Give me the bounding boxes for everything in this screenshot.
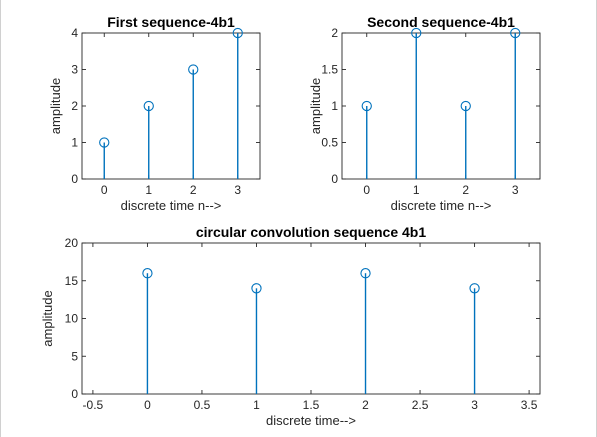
x-tick-label: -0.5: [83, 398, 104, 412]
y-tick-label: 0.5: [321, 136, 338, 150]
x-tick-label: 2: [462, 183, 469, 197]
y-tick-label: 0: [71, 172, 78, 186]
y-tick-label: 4: [71, 26, 78, 40]
y-axis-label: amplitude: [48, 78, 63, 134]
y-tick-label: 0: [331, 172, 338, 186]
x-tick-label: 0: [144, 398, 151, 412]
subplot-first-sequence: 0 1 2 3 0 1 2 3 4 First sequence-4b1 discrete time…: [48, 14, 260, 213]
x-tick-label: 1.5: [303, 398, 320, 412]
x-tick-label: 1: [145, 183, 152, 197]
axes-box: [82, 243, 540, 394]
y-tick-label: 2: [331, 26, 338, 40]
x-tick-label: 3: [234, 183, 241, 197]
x-tick-label: 1: [253, 398, 260, 412]
x-tick-label: 1: [413, 183, 420, 197]
x-tick-label: 3.5: [521, 398, 538, 412]
y-axis-label: amplitude: [308, 78, 323, 134]
x-tick-label: 3: [471, 398, 478, 412]
x-tick-label: 0.5: [194, 398, 211, 412]
y-tick-label: 10: [65, 312, 79, 326]
y-tick-label: 5: [71, 349, 78, 363]
chart-title: First sequence-4b1: [107, 14, 235, 30]
subplot-circular-convolution: -0.5 0 0.5 1 1.5 2 2.5 3 3.5 0 5 10 15 20 circular con…: [40, 224, 540, 428]
y-tick-label: 20: [65, 236, 79, 250]
x-axis-label: discrete time n-->: [121, 198, 222, 213]
y-tick-label: 1.5: [321, 63, 338, 77]
y-tick-label: 1: [331, 99, 338, 113]
x-tick-label: 3: [512, 183, 519, 197]
x-axis-label: discrete time n-->: [391, 198, 492, 213]
x-tick-label: 2: [362, 398, 369, 412]
chart-title: circular convolution sequence 4b1: [196, 224, 427, 240]
x-tick-label: 2.5: [412, 398, 429, 412]
x-axis-label: discrete time-->: [266, 413, 356, 428]
subplot-second-sequence: 0 1 2 3 0 0.5 1 1.5 2 Second sequence-4b1 discrete…: [308, 14, 540, 213]
y-axis-label: amplitude: [40, 290, 55, 346]
axes-box: [82, 33, 260, 179]
x-tick-label: 2: [190, 183, 197, 197]
y-tick-label: 2: [71, 99, 78, 113]
chart-title: Second sequence-4b1: [367, 14, 515, 30]
x-tick-label: 0: [363, 183, 370, 197]
y-tick-label: 0: [71, 387, 78, 401]
x-tick-label: 0: [101, 183, 108, 197]
y-tick-label: 1: [71, 136, 78, 150]
y-tick-label: 15: [65, 274, 79, 288]
y-tick-label: 3: [71, 63, 78, 77]
